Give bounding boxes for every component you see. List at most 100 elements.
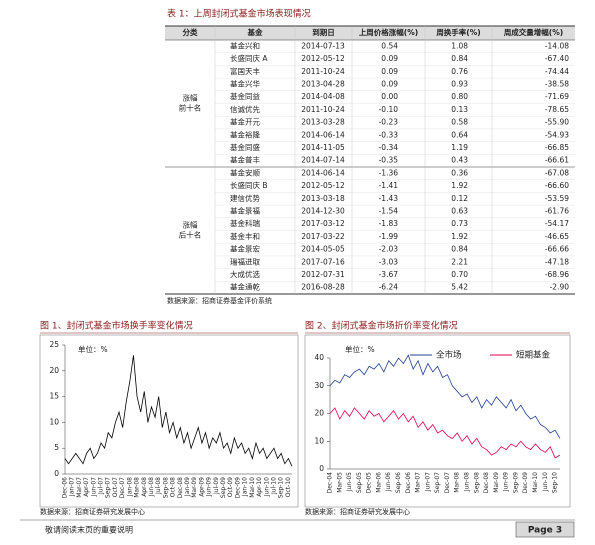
table-cell: 2014-06-14 — [301, 130, 345, 139]
table-cell: 0.09 — [381, 79, 398, 88]
table-cell: 基金通乾 — [230, 282, 260, 292]
x-tick-label: Apr-09 — [198, 477, 205, 497]
y-tick-label: 30 — [314, 381, 324, 390]
table-cell: -67.08 — [545, 168, 569, 177]
table-cell: 0.13 — [451, 105, 468, 114]
group-label: 后十名 — [179, 230, 202, 240]
table-cell: 基金科瑞 — [230, 218, 260, 228]
table-cell: 5.42 — [451, 283, 468, 292]
x-tick-label: Dec-05 — [366, 472, 373, 494]
table-cell: -0.33 — [379, 130, 399, 139]
x-tick-label: Dec-06 — [405, 472, 412, 494]
table-cell: -1.36 — [379, 168, 399, 177]
x-tick-label: Dec-06 — [62, 477, 69, 499]
x-tick-label: Mar-10 — [249, 477, 256, 498]
table-cell: 0.80 — [451, 92, 468, 101]
chart-title: 图 2、封闭式基金市场折价率变化情况 — [305, 320, 458, 332]
x-tick-label: Dec-08 — [177, 477, 184, 499]
table-cell: 2017-03-22 — [301, 232, 345, 241]
table-cell: 0.70 — [451, 270, 468, 279]
chart-title: 图 1、封闭式基金市场换手率变化情况 — [40, 320, 193, 332]
table-cell: 2.21 — [451, 257, 468, 266]
data-line — [64, 355, 293, 467]
chart-annotation: 单位：% — [78, 344, 108, 354]
x-tick-label: Sep-08 — [162, 477, 169, 498]
table-cell: 0.12 — [451, 194, 468, 203]
x-tick-label: Mar-05 — [336, 472, 343, 493]
x-tick-label: Dec-07 — [444, 472, 451, 494]
x-tick-label: Sep-09 — [512, 472, 519, 493]
table-cell: 信诚优先 — [230, 104, 260, 114]
x-tick-label: Mar-09 — [191, 477, 198, 498]
table-cell: 0.84 — [451, 245, 468, 254]
column-header: 到期日 — [312, 27, 335, 37]
table-cell: -47.18 — [545, 257, 569, 266]
table-title: 表 1：上周封闭式基金市场表现情况 — [167, 8, 311, 20]
x-tick-label: Jun-10 — [263, 477, 270, 497]
table-cell: 2017-07-16 — [301, 257, 345, 266]
table-cell: 2011-10-24 — [301, 67, 345, 76]
y-tick-label: 20 — [49, 366, 59, 375]
x-tick-label: Jan-08 — [126, 477, 133, 497]
page-number: Page 3 — [528, 526, 562, 536]
column-header: 周成交量增幅(%) — [504, 27, 563, 37]
group-label: 前十名 — [179, 103, 202, 113]
table-cell: 基金普丰 — [230, 155, 260, 165]
column-header: 上周价格涨幅(%) — [359, 27, 418, 37]
x-tick-label: Dec-04 — [327, 472, 334, 494]
table-cell: -55.90 — [545, 118, 569, 127]
table-cell: 基金景宏 — [230, 244, 260, 254]
x-tick-label: Jun-08 — [148, 477, 155, 497]
table-cell: 2014-11-05 — [301, 143, 345, 152]
table-cell: 瑞福进取 — [230, 256, 260, 266]
y-tick-label: 15 — [49, 392, 59, 401]
x-tick-label: Oct-09 — [227, 477, 234, 497]
table-cell: 0.58 — [451, 118, 468, 127]
x-tick-label: Sep-10 — [278, 477, 285, 498]
table-cell: -2.90 — [550, 283, 570, 292]
legend-label: 全市场 — [436, 350, 462, 361]
x-tick-label: Jan-07 — [69, 477, 76, 497]
table-cell: 基金裕隆 — [230, 129, 260, 139]
page-box — [515, 521, 575, 538]
table-cell: 基金同益 — [230, 91, 260, 101]
table-cell: -1.83 — [379, 219, 399, 228]
data-line — [329, 354, 561, 439]
table-cell: -67.40 — [545, 54, 569, 63]
x-tick-label: Sep-09 — [220, 477, 227, 498]
table-cell: -61.76 — [545, 206, 569, 215]
chart-frame — [304, 334, 571, 508]
table-cell: 基金丰和 — [230, 231, 260, 241]
table-cell: 2014-04-08 — [301, 92, 345, 101]
table-cell: 2013-04-28 — [301, 79, 345, 88]
table-cell: -1.41 — [379, 181, 399, 190]
table-cell: -78.65 — [545, 105, 569, 114]
x-tick-label: Jul-09 — [213, 477, 220, 495]
x-tick-label: Mar-07 — [415, 472, 422, 493]
table-cell: 1.92 — [451, 232, 468, 241]
table-cell: -14.08 — [545, 41, 569, 50]
x-tick-label: Oct-08 — [170, 477, 177, 497]
y-tick-label: 0 — [319, 464, 324, 473]
table-cell: 长盛同庆 A — [230, 53, 268, 63]
table-cell: 0.76 — [451, 67, 468, 76]
footer-note: 敬请阅读末页的重要说明 — [45, 525, 133, 535]
x-tick-label: Jan-09 — [184, 477, 191, 497]
table-cell: -1.54 — [379, 206, 399, 215]
table-cell: -66.60 — [545, 181, 569, 190]
x-tick-label: Sep-07 — [105, 477, 112, 498]
table-cell: 2014-05-05 — [301, 245, 345, 254]
table-cell: 0.00 — [381, 92, 398, 101]
y-tick-label: 0 — [54, 469, 59, 478]
table-cell: 2014-12-30 — [301, 206, 345, 215]
table-cell: 建信优势 — [230, 193, 260, 203]
table-cell: 2014-07-13 — [301, 41, 345, 50]
legend-label: 短期基金 — [516, 350, 551, 361]
x-tick-label: Jun-07 — [90, 477, 97, 497]
table-cell: 2011-10-24 — [301, 105, 345, 114]
x-tick-label: Jul-08 — [155, 477, 162, 495]
chart-source: 数据来源：招商证券研究发展中心 — [305, 507, 410, 516]
table-cell: 0.54 — [381, 41, 398, 50]
